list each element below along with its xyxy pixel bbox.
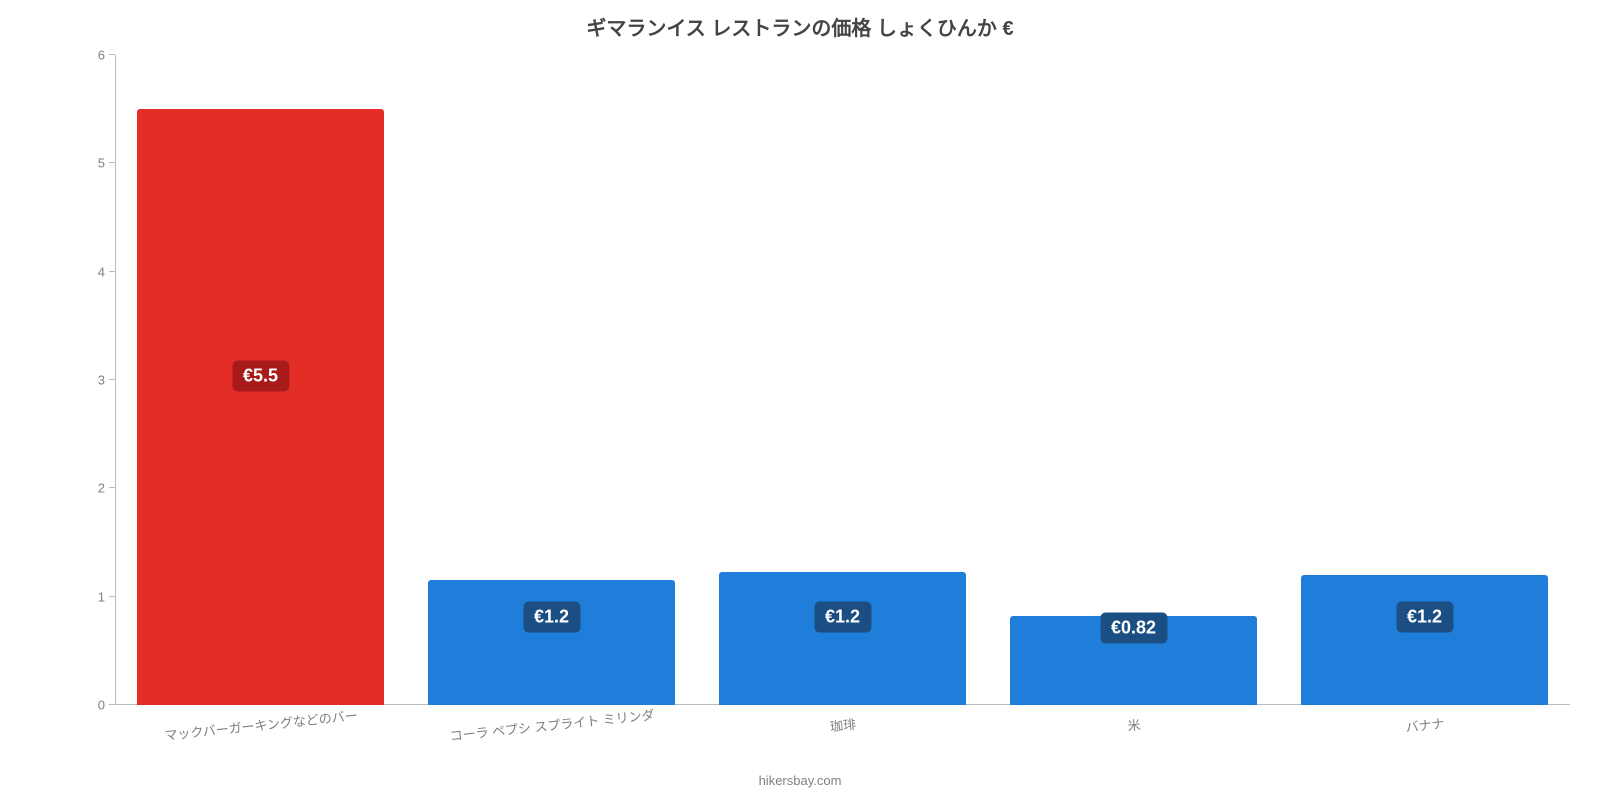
y-axis-baseline (115, 55, 116, 705)
y-tick-label: 4 (75, 264, 105, 279)
bar (719, 572, 966, 705)
y-tick-mark (109, 596, 115, 597)
x-category-label: 珈琲 (829, 714, 857, 736)
x-category-label: バナナ (1404, 713, 1445, 736)
y-tick-label: 1 (75, 589, 105, 604)
plot-area: 0123456€5.5マックバーガーキングなどのバー€1.2コーラ ペプシ スプ… (115, 55, 1570, 705)
bar-value-label: €0.82 (1100, 613, 1167, 644)
y-tick-mark (109, 379, 115, 380)
bar-value-label: €1.2 (523, 602, 580, 633)
bar-value-label: €5.5 (232, 360, 289, 391)
y-tick-label: 5 (75, 156, 105, 171)
bar-value-label: €1.2 (1396, 602, 1453, 633)
y-tick-label: 6 (75, 48, 105, 63)
y-tick-mark (109, 54, 115, 55)
y-tick-mark (109, 271, 115, 272)
bar (1301, 575, 1548, 705)
attribution: hikersbay.com (759, 773, 842, 788)
chart-title: ギマランイス レストランの価格 しょくひんか € (0, 0, 1600, 41)
y-tick-mark (109, 162, 115, 163)
bar (428, 580, 675, 705)
y-tick-mark (109, 704, 115, 705)
chart-container: ギマランイス レストランの価格 しょくひんか € 0123456€5.5マックバ… (0, 0, 1600, 800)
y-tick-label: 3 (75, 373, 105, 388)
x-category-label: マックバーガーキングなどのバー (163, 705, 358, 744)
bar (137, 109, 384, 705)
x-category-label: 米 (1126, 714, 1141, 734)
y-tick-label: 0 (75, 698, 105, 713)
y-tick-mark (109, 487, 115, 488)
x-category-label: コーラ ペプシ スプライト ミリンダ (448, 704, 655, 744)
y-tick-label: 2 (75, 481, 105, 496)
bar-value-label: €1.2 (814, 602, 871, 633)
